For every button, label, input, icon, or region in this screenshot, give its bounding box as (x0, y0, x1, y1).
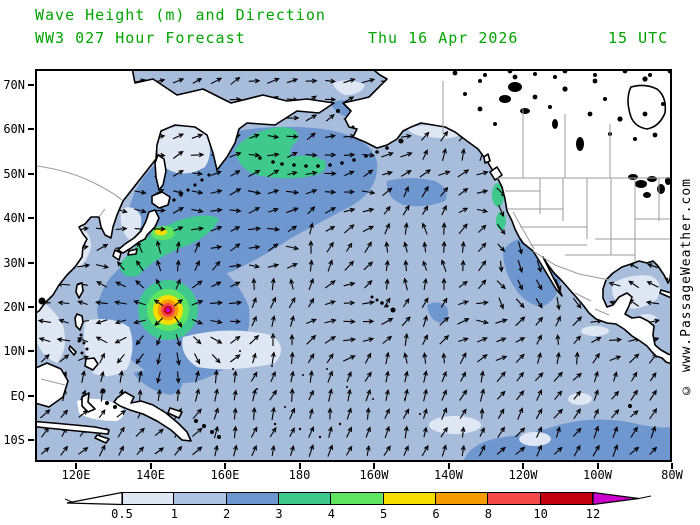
lat-label-30N: 30N (3, 255, 25, 270)
island-timor (94, 434, 110, 444)
lat-label-50N: 50N (3, 166, 25, 181)
wave-patches-0-5-1m (35, 80, 660, 446)
lat-tick (28, 350, 34, 353)
legend-label-5: 5 (380, 507, 388, 521)
island-new-guinea (113, 391, 192, 442)
lat-tick (28, 306, 34, 309)
island-shikoku (127, 248, 138, 256)
lat-label-10N: 10N (3, 344, 25, 359)
legend-box-6 (435, 492, 489, 505)
legend-label-1: 1 (170, 507, 178, 521)
lat-label-40N: 40N (3, 211, 25, 226)
lon-tick (447, 463, 450, 469)
island-java-sunda (35, 420, 110, 435)
landmass-asia (35, 69, 335, 315)
lat-tick (28, 128, 34, 131)
lon-tick (522, 463, 524, 469)
legend-box-1 (174, 492, 227, 505)
island-vancouver (489, 166, 503, 181)
island-hokkaido (151, 191, 171, 209)
legend-box-8 (540, 492, 593, 505)
legend-box-3 (278, 492, 332, 505)
legend-box-7 (488, 492, 541, 505)
lat-label-10S: 10S (3, 433, 25, 448)
legend-label-0.5: 0.5 (111, 507, 133, 521)
island-palawan (68, 345, 77, 356)
political-borders (35, 81, 672, 386)
legend-color-boxes (122, 492, 593, 505)
island-sakhalin (154, 154, 167, 191)
legend-label-2: 2 (223, 507, 231, 521)
lat-tick (28, 217, 34, 220)
lon-tick (224, 463, 226, 469)
island-taiwan (75, 282, 84, 299)
legend-label-4: 4 (327, 507, 335, 521)
forecast-valid-time: 15 UTC (608, 29, 669, 47)
lon-label-120E: 120E (61, 468, 91, 482)
lon-tick (149, 463, 152, 469)
legend-label-6: 6 (432, 507, 440, 521)
lon-label-160E: 160E (210, 468, 240, 482)
legend-box-5 (383, 492, 436, 505)
cyclone-core-rings (157, 299, 179, 321)
legend-below-min-arrow (65, 491, 122, 506)
legend-label-10: 10 (533, 507, 548, 521)
forecast-model-label: WW3 027 Hour Forecast (35, 29, 246, 47)
lon-label-160W: 160W (359, 468, 389, 482)
map-frame (35, 69, 672, 462)
small-islands (38, 109, 672, 439)
island-borneo (35, 362, 69, 408)
island-luzon (74, 313, 84, 331)
lon-tick (373, 463, 375, 469)
lon-label-140E: 140E (136, 468, 165, 482)
watermark: © www.PassageWeather.com (679, 177, 694, 397)
lat-tick (28, 261, 34, 264)
lat-tick (28, 172, 34, 175)
lon-label-120W: 120W (508, 468, 538, 482)
island-kyushu (112, 249, 122, 261)
map-header: Wave Height (m) and Direction WW3 027 Ho… (0, 0, 700, 56)
legend-box-0 (122, 492, 175, 505)
lat-tick (28, 394, 34, 397)
hudson-bay (627, 84, 667, 130)
legend-label-3: 3 (275, 507, 283, 521)
lon-label-180: 180 (288, 468, 311, 482)
island-mindanao (84, 357, 99, 371)
landmasses (35, 69, 672, 444)
lat-label-60N: 60N (3, 122, 25, 137)
pacific-map: 70N 60N 50N 40N 30N 20N 10N EQ 10S 120E 140E 160E 18… (3, 69, 683, 482)
legend-box-4 (331, 492, 384, 505)
lon-tick (75, 463, 77, 469)
lon-tick (671, 463, 673, 469)
lat-label-70N: 70N (3, 78, 25, 92)
map-canvas (35, 69, 672, 462)
legend-label-12: 12 (585, 507, 601, 521)
island-new-britain (167, 407, 183, 419)
island-honshu (117, 209, 160, 254)
lat-label-EQ: EQ (10, 388, 25, 403)
lon-tick (298, 463, 301, 469)
lat-tick (28, 84, 34, 86)
lat-label-20N: 20N (3, 300, 25, 315)
wave-height-legend: 0.5 1 2 3 4 5 6 8 10 12 (65, 491, 655, 523)
cyclone-center-over-12m (165, 307, 171, 313)
lon-label-80W: 80W (661, 468, 683, 482)
legend-box-2 (226, 492, 279, 505)
lon-tick (596, 463, 599, 469)
lakes-and-arctic-islands (452, 69, 672, 198)
island-sulawesi (81, 392, 96, 413)
lon-label-100W: 100W (583, 468, 612, 482)
map-title: Wave Height (m) and Direction (35, 6, 326, 24)
forecast-valid-date: Thu 16 Apr 2026 (368, 29, 519, 47)
legend-label-8: 8 (484, 507, 492, 521)
lon-label-140W: 140W (434, 468, 463, 482)
landmass-north-america (342, 69, 672, 365)
lat-tick (28, 439, 34, 442)
legend-above-max-arrow (593, 491, 652, 506)
island-haida-gwaii (483, 153, 491, 164)
